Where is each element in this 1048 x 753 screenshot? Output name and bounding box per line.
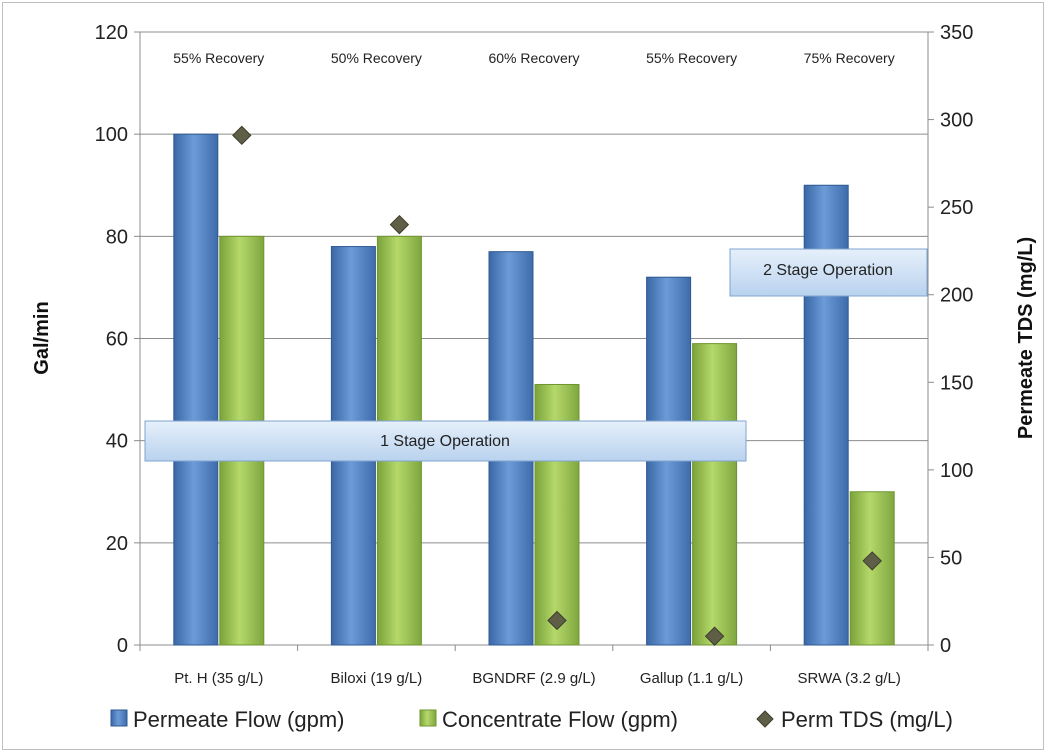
legend-label-permeate-flow: Permeate Flow (gpm) [133,707,345,732]
point-perm-tds [704,626,725,646]
x-tick-label: Pt. H (35 g/L) [174,670,263,687]
labels: 0 20 40 60 80 100 120 0 50 100 150 200 250 300 350 Pt. … [31,22,1037,687]
x-tick-label: Biloxi (19 g/L) [331,670,423,687]
bars [173,133,895,646]
point-perm-tds [547,610,567,631]
recovery-label: 60% Recovery [488,50,579,66]
x-tick-label: BGNDRF (2.9 g/L) [472,670,595,687]
y-left-tick-label: 20 [106,533,128,555]
legend-swatch-concentrate-flow [419,709,437,727]
legend: Permeate Flow (gpm) Concentrate Flow (gpm… [110,707,953,732]
y-right-tick-label: 200 [940,285,973,307]
y-left-tick-label: 40 [106,431,128,453]
stage-1-box-label: 1 Stage Operation [380,433,510,450]
y-right-tick-label: 100 [940,460,973,482]
stage-1-box-bg [144,420,747,462]
y-left-tick-label: 60 [106,329,128,351]
tds-points [232,125,882,646]
point-perm-tds [389,214,410,235]
point-perm-tds [232,125,252,146]
x-tick-label: SRWA (3.2 g/L) [798,670,901,687]
y-right-tick-label: 150 [940,372,973,394]
y-right-tick-label: 50 [940,547,962,569]
recovery-label: 55% Recovery [646,50,737,66]
legend-item-permeate-flow: Permeate Flow (gpm) [110,707,345,732]
x-tick-label: Gallup (1.1 g/L) [640,670,743,687]
legend-item-perm-tds: Perm TDS (mg/L) [756,707,953,732]
y-right-tick-label: 300 [940,110,973,132]
y-right-tick-label: 0 [940,635,951,657]
point-perm-tds [862,551,882,571]
y-left-tick-label: 0 [117,635,128,657]
y-left-tick-label: 120 [95,22,128,44]
stage-2-box-label: 2 Stage Operation [763,262,893,279]
legend-swatch-perm-tds [756,710,774,728]
bar-concentrate-flow [692,343,738,646]
legend-label-perm-tds: Perm TDS (mg/L) [781,707,953,732]
y-right-tick-label: 250 [940,197,973,219]
legend-label-concentrate-flow: Concentrate Flow (gpm) [442,707,678,732]
y-right-axis-title: Permeate TDS (mg/L) [1015,237,1037,439]
y-left-tick-label: 100 [95,124,128,146]
recovery-label: 55% Recovery [173,50,264,66]
stage-2-box-bg [729,248,928,297]
stage-2-box: 2 Stage Operation [729,248,928,297]
legend-swatch-permeate-flow [110,709,128,727]
y-left-tick-label: 80 [106,226,128,248]
annotations: 1 Stage Operation 2 Stage Operation [144,248,928,462]
y-left-axis-title: Gal/min [31,301,53,374]
bar-permeate-flow [173,133,219,646]
stage-1-box: 1 Stage Operation [144,420,747,462]
legend-item-concentrate-flow: Concentrate Flow (gpm) [419,707,678,732]
y-right-tick-label: 350 [940,22,973,44]
recovery-label: 75% Recovery [804,50,895,66]
axes [134,31,934,651]
recovery-label: 50% Recovery [331,50,422,66]
